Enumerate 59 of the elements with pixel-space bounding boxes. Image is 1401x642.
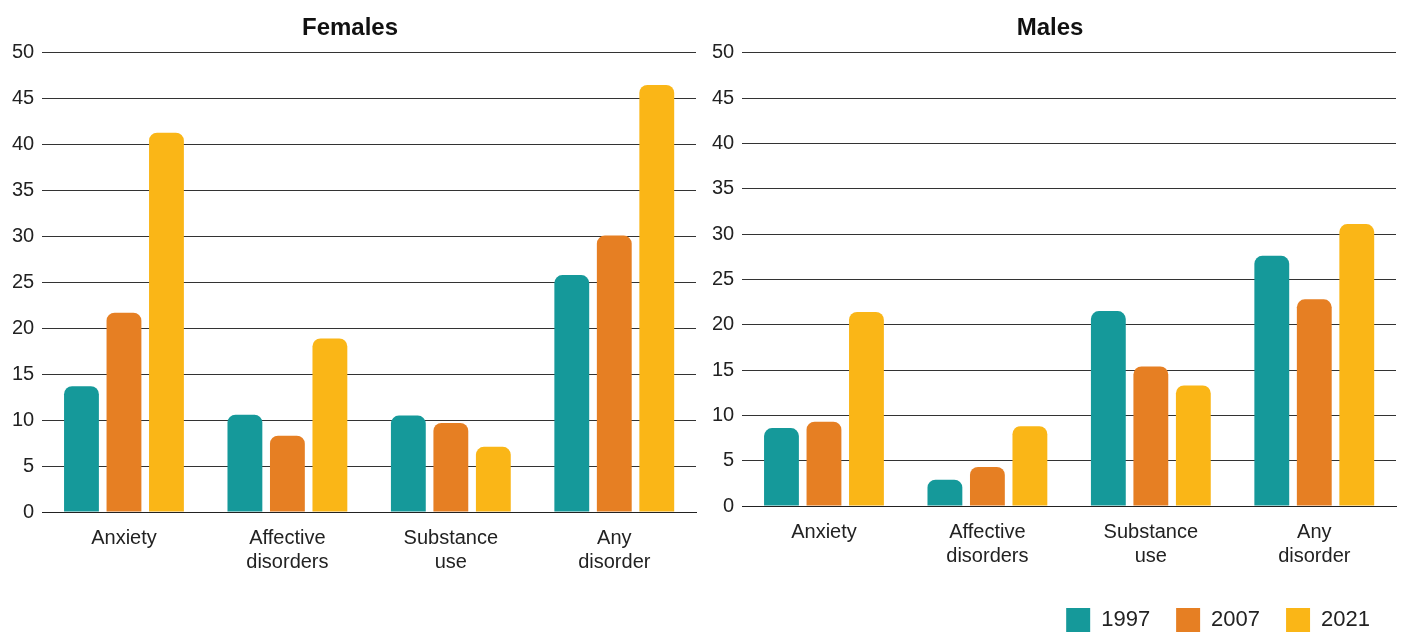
y-tick-label: 40 xyxy=(712,130,735,153)
y-tick-label: 5 xyxy=(723,448,735,471)
bar xyxy=(764,428,799,506)
bar xyxy=(227,414,263,512)
y-tick-label: 50 xyxy=(712,40,735,63)
chart-title: Females xyxy=(301,13,399,41)
y-tick-label: 15 xyxy=(12,361,35,384)
bar xyxy=(1175,385,1211,506)
y-tick-label: 10 xyxy=(12,407,35,430)
bar xyxy=(639,84,675,512)
y-tick-label: 45 xyxy=(12,86,35,109)
y-tick-label: 15 xyxy=(712,357,735,380)
bar xyxy=(106,312,142,512)
y-tick-label: 25 xyxy=(12,269,35,292)
y-tick-label: 5 xyxy=(23,453,35,476)
y-tick-label: 20 xyxy=(712,312,735,335)
bar xyxy=(1133,366,1169,506)
bar xyxy=(1254,255,1290,506)
x-tick-label: Substance use xyxy=(403,525,499,572)
legend-label: 1997 xyxy=(1101,606,1151,632)
x-tick-label: Anxiety xyxy=(91,525,157,548)
x-tick-label: Affective disorders xyxy=(246,525,329,572)
bar xyxy=(849,312,884,506)
bar xyxy=(554,275,590,512)
y-tick-label: 30 xyxy=(12,224,35,246)
bar xyxy=(312,338,348,512)
y-tick-label: 0 xyxy=(23,499,35,522)
bar xyxy=(806,421,842,506)
y-tick-label: 10 xyxy=(712,402,735,425)
bar xyxy=(927,479,963,506)
bar xyxy=(390,415,426,512)
legend-label: 2007 xyxy=(1211,606,1261,632)
bar xyxy=(596,235,632,512)
y-tick-label: 30 xyxy=(712,221,735,244)
bar xyxy=(1090,311,1126,506)
y-tick-label: 35 xyxy=(712,176,735,199)
bar xyxy=(969,467,1005,506)
bar xyxy=(1012,426,1048,506)
bar xyxy=(64,386,99,512)
y-tick-label: 45 xyxy=(712,85,735,108)
chart-title: Males xyxy=(1016,13,1084,41)
bar xyxy=(269,435,305,512)
y-tick-label: 0 xyxy=(723,493,735,516)
legend-label: 2021 xyxy=(1321,606,1371,632)
x-tick-label: Any disorder xyxy=(1278,519,1351,566)
y-tick-label: 50 xyxy=(12,40,35,63)
y-tick-label: 40 xyxy=(12,132,35,155)
bar xyxy=(1339,224,1375,506)
bar xyxy=(1296,299,1332,506)
bar xyxy=(475,446,511,512)
x-tick-label: Affective disorders xyxy=(946,519,1029,566)
y-tick-label: 20 xyxy=(12,315,35,338)
x-tick-label: Any disorder xyxy=(578,525,651,572)
x-tick-label: Substance use xyxy=(1103,519,1199,566)
y-tick-label: 35 xyxy=(12,178,35,201)
y-tick-label: 25 xyxy=(712,266,735,289)
x-tick-label: Anxiety xyxy=(791,519,857,542)
bar xyxy=(149,132,184,512)
bar xyxy=(433,422,469,512)
